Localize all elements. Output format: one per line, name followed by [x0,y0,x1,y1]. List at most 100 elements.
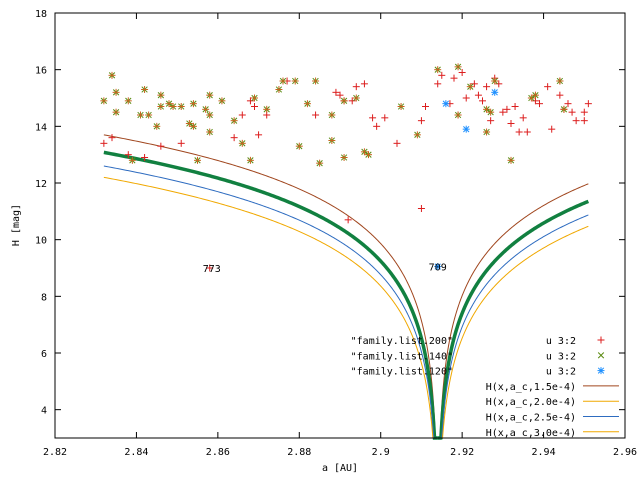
data-point-overlay [251,94,258,102]
data-point-series-1 [548,125,556,133]
data-point-overlay [194,156,201,164]
data-point-overlay [100,97,108,105]
data-point-overlay [352,94,360,102]
data-point-series-1 [536,100,543,108]
y-tick-label: 6 [41,349,47,360]
data-point-series-1 [544,83,552,91]
data-point-overlay [218,97,226,105]
data-point-series-1 [348,97,356,105]
curve-left-branch [103,150,438,440]
y-tick-label: 4 [41,406,47,417]
data-point-series-1 [352,83,360,91]
legend-left-label: "family.list.200" [351,336,453,347]
data-point-overlay [487,108,495,116]
y-tick-label: 10 [35,236,47,247]
data-point-overlay [303,100,311,108]
data-point-series-1 [177,139,185,147]
annotations: 773 709 [203,263,447,275]
x-axis-ticks: 2.82 2.84 2.86 2.88 2.9 2.92 2.94 2.96 [43,13,637,458]
data-point-series-1 [108,134,116,142]
data-point-overlay [238,139,246,147]
data-point-overlay [365,151,372,159]
data-point-series-1 [422,103,429,110]
data-point-series-1 [238,111,246,119]
data-point-overlay [112,88,120,96]
data-point-series-1 [515,128,523,136]
data-point-overlay [360,148,368,156]
y-axis-ticks: 4 6 8 10 12 14 16 18 [35,9,625,417]
data-point-overlay [291,77,299,85]
data-point-overlay [340,154,348,161]
legend-marker [597,336,605,344]
data-point-series-1 [450,74,458,82]
y-axis-label: H [mag] [11,204,22,246]
legend-marker [597,367,605,375]
data-point-overlay [312,77,320,85]
data-point-overlay [316,159,324,167]
data-point-overlay [454,63,462,71]
data-point-overlay [112,108,120,116]
data-point-overlay [206,91,214,99]
data-point-overlay [145,111,153,119]
x-tick-label: 2.84 [124,447,148,458]
data-point-series-1 [381,114,389,122]
data-point-series-1 [246,97,254,105]
legend-left-label: "family.list.140" [351,351,453,362]
curve-left-branch [103,176,438,439]
data-point-series-1 [499,108,507,116]
data-point-overlay [169,103,177,110]
data-point-series-1 [474,91,482,99]
data-point-overlay [491,77,499,85]
data-point-series-1 [487,117,495,125]
data-point-overlay [246,156,254,164]
data-point-series-1 [332,88,340,96]
point-annotation: 773 [203,264,221,275]
y-tick-label: 16 [35,66,47,77]
data-point-series-1 [572,117,580,125]
data-point-series-1 [503,105,511,113]
data-point-series-1 [479,97,486,105]
data-point-series-1 [580,117,588,125]
y-tick-label: 8 [41,292,47,303]
data-point-overlay [560,105,568,113]
data-point-series-1 [507,120,515,127]
data-point-series-1 [369,114,377,122]
curve-left-branch [103,134,438,439]
data-point-overlay [483,128,491,136]
data-point-overlay [413,131,421,139]
legend-left-label: "family.list.120" [351,367,453,378]
data-point-series-1 [373,122,381,130]
data-point-series-1 [434,80,442,88]
data-point-series-1 [462,94,470,102]
data-point-series-1 [458,69,466,76]
y-tick-label: 12 [35,179,47,190]
data-point-overlay [185,120,193,127]
data-point-series-1 [580,108,588,116]
data-point-overlay [137,111,144,119]
curve-left-branch [103,165,438,439]
data-point-overlay [454,111,462,119]
y-tick-label: 18 [35,9,47,20]
data-point-series-1 [483,83,491,91]
y-tick-label: 14 [35,122,47,133]
legend-marker [597,352,605,359]
data-point-series-3 [434,263,442,271]
data-point-series-1 [255,131,263,139]
data-point-series-1 [417,205,425,212]
data-point-series-1 [584,100,592,108]
x-tick-label: 2.94 [532,447,556,458]
x-tick-label: 2.9 [372,447,390,458]
data-point-series-1 [206,264,214,272]
point-annotation: 709 [429,263,447,274]
data-point-series-1 [523,128,531,136]
x-tick-label: 2.96 [613,447,637,458]
data-point-overlay [206,111,214,119]
data-point-series-1 [556,91,564,99]
data-point-overlay [206,128,214,136]
data-point-series-1 [470,80,478,88]
data-point-overlay [108,71,116,79]
data-point-overlay [153,122,161,130]
data-point-overlay [165,100,173,108]
legend-label: u 3:2 [546,336,576,347]
